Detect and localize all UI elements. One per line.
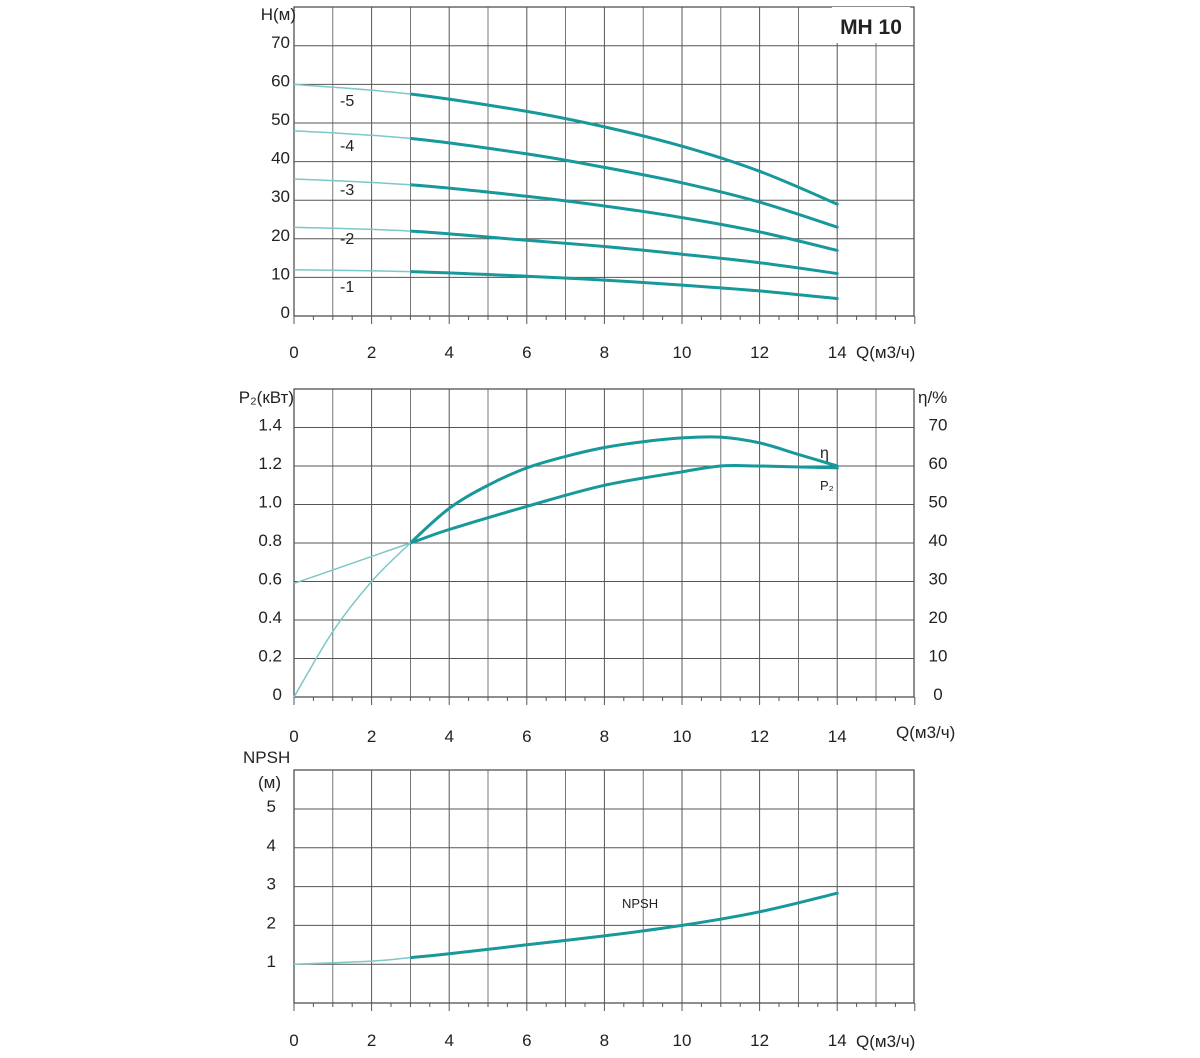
head-x-axis-label: Q(м3/ч)	[856, 343, 915, 362]
power-x-tick-label: 4	[444, 727, 453, 746]
npsh-y-tick-label: 3	[267, 875, 276, 894]
npsh-x-axis-label: Q(м3/ч)	[856, 1032, 915, 1051]
head-x-tick-label: 12	[750, 343, 769, 362]
head-series-label: -3	[340, 182, 354, 199]
npsh-curves	[293, 891, 839, 965]
power-y-tick-label: 0.2	[258, 647, 282, 666]
npsh-y-tick-label: 5	[267, 797, 276, 816]
efficiency-y-tick-label: 0	[933, 685, 942, 704]
efficiency-curve	[410, 435, 839, 546]
power-y-tick-label: 1.4	[258, 416, 282, 435]
power-x-tick-label: 6	[522, 727, 531, 746]
power-tick-labels: 0 0.2 0.4 0.6 0.8 1.0 1.2 1.4 0 10 20 30 40 50 60 70 0 2 4…	[258, 416, 947, 747]
head-y-tick-label: 0	[281, 303, 290, 322]
power-y-tick-label: 0.6	[258, 570, 282, 589]
power-curve-label: P₂	[820, 478, 834, 493]
npsh-y-tick-label: 1	[267, 952, 276, 971]
power-efficiency-chart: 0 0.2 0.4 0.6 0.8 1.0 1.2 1.4 0 10 20 30 40 50 60 70 0 2 4…	[239, 388, 956, 746]
npsh-x-tick-label: 14	[828, 1031, 847, 1050]
power-curve	[410, 463, 839, 545]
efficiency-y-axis-label: η/%	[918, 388, 947, 407]
npsh-y-axis-label: NPSH	[243, 748, 290, 767]
head-y-tick-label: 10	[271, 264, 290, 283]
npsh-y-tick-label: 4	[267, 836, 276, 855]
head-y-tick-label: 50	[271, 110, 290, 129]
head-curve-2	[410, 229, 839, 275]
power-y-tick-label: 0.8	[258, 531, 282, 550]
npsh-curve	[410, 891, 839, 960]
head-y-tick-label: 70	[271, 33, 290, 52]
power-x-tick-label: 10	[673, 727, 692, 746]
efficiency-y-tick-label: 60	[929, 454, 948, 473]
head-x-tick-label: 0	[289, 343, 298, 362]
head-grid	[293, 6, 916, 324]
efficiency-y-tick-label: 70	[929, 416, 948, 435]
head-curve-3	[410, 183, 839, 252]
head-y-tick-label: 30	[271, 187, 290, 206]
efficiency-y-tick-label: 10	[929, 647, 948, 666]
power-x-axis-label: Q(м3/ч)	[896, 723, 955, 742]
efficiency-y-tick-label: 50	[929, 493, 948, 512]
npsh-y-axis-unit: (м)	[258, 773, 281, 792]
npsh-x-tick-label: 0	[289, 1031, 298, 1050]
npsh-grid	[293, 769, 916, 1011]
head-x-tick-label: 4	[444, 343, 453, 362]
power-y-tick-label: 0	[273, 685, 282, 704]
efficiency-curve-label: η	[820, 445, 829, 462]
power-curves	[293, 435, 839, 698]
efficiency-y-tick-label: 20	[929, 608, 948, 627]
power-x-tick-label: 0	[289, 727, 298, 746]
power-grid	[293, 388, 916, 705]
head-x-tick-label: 14	[828, 343, 847, 362]
power-y-tick-label: 0.4	[258, 608, 282, 627]
head-x-tick-label: 6	[522, 343, 531, 362]
model-label: MH 10	[840, 16, 902, 39]
head-y-tick-label: 40	[271, 149, 290, 168]
head-series-labels: -1 -2 -3 -4 -5	[340, 93, 354, 296]
npsh-x-tick-label: 6	[522, 1031, 531, 1050]
head-tick-labels: 0 10 20 30 40 50 60 70 0 2 4 6 8 10 12 14	[271, 33, 847, 362]
power-x-tick-label: 2	[367, 727, 376, 746]
head-curves	[293, 83, 839, 301]
power-y-axis-label: P₂(кВт)	[239, 388, 294, 407]
npsh-x-tick-label: 10	[673, 1031, 692, 1050]
power-x-tick-label: 14	[828, 727, 847, 746]
npsh-x-tick-label: 2	[367, 1031, 376, 1050]
head-y-tick-label: 60	[271, 71, 290, 90]
head-series-label: -1	[340, 279, 354, 296]
head-curve-4	[410, 136, 839, 229]
efficiency-y-tick-label: 30	[929, 570, 948, 589]
power-y-tick-label: 1.2	[258, 454, 282, 473]
npsh-x-tick-label: 4	[444, 1031, 453, 1050]
efficiency-y-tick-label: 40	[929, 531, 948, 550]
head-series-label: -5	[340, 93, 354, 110]
npsh-y-tick-label: 2	[267, 913, 276, 932]
model-label-box	[832, 7, 910, 43]
npsh-curve-label: NPSH	[622, 896, 658, 911]
head-series-label: -4	[340, 138, 354, 155]
power-x-tick-label: 12	[750, 727, 769, 746]
npsh-x-tick-label: 8	[600, 1031, 609, 1050]
head-x-tick-label: 2	[367, 343, 376, 362]
power-x-tick-label: 8	[600, 727, 609, 746]
head-x-tick-label: 10	[673, 343, 692, 362]
head-y-axis-label: H(м)	[261, 5, 296, 24]
npsh-x-tick-label: 12	[750, 1031, 769, 1050]
head-series-label: -2	[340, 231, 354, 248]
head-curve-1	[410, 270, 839, 301]
power-y-tick-label: 1.0	[258, 493, 282, 512]
head-x-tick-label: 8	[600, 343, 609, 362]
head-y-tick-label: 20	[271, 226, 290, 245]
head-curve-5	[410, 92, 839, 206]
